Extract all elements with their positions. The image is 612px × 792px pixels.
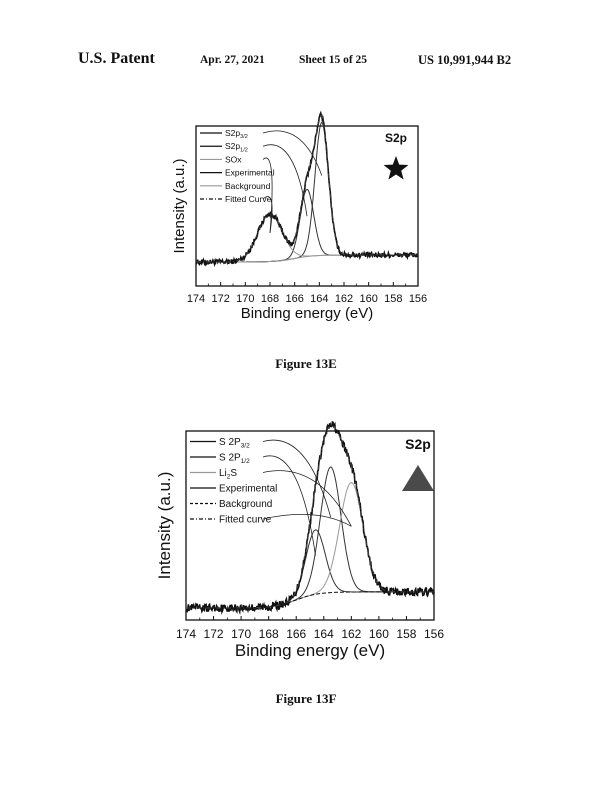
legend-entry-label: Li2S — [219, 468, 237, 481]
experimental-curve — [195, 110, 419, 268]
x-tick-label: 156 — [409, 293, 427, 305]
x-axis-label: Binding energy (eV) — [235, 641, 385, 660]
legend-entry-label: Experimental — [225, 168, 275, 178]
x-tick-label: 174 — [187, 293, 205, 305]
x-tick-label: 164 — [314, 627, 334, 641]
x-tick-label: 168 — [261, 293, 279, 305]
legend-entry-label: Background — [219, 499, 272, 510]
patent-date: Apr. 27, 2021 — [200, 54, 265, 66]
x-tick-label: 168 — [259, 627, 279, 641]
x-tick-label: 160 — [359, 293, 377, 305]
patent-label: U.S. Patent — [78, 50, 155, 67]
background-curve — [186, 591, 434, 609]
x-tick-label: 160 — [369, 627, 389, 641]
x-tick-label: 172 — [204, 627, 224, 641]
legend-entry-label: SOx — [225, 154, 242, 164]
annotation-arrow — [262, 130, 323, 176]
component-peak-curve — [186, 529, 434, 609]
legend-entry-label: Background — [225, 181, 271, 191]
legend-entry-label: S 2P3/2 — [219, 437, 250, 450]
component-peak-curve — [186, 466, 434, 609]
annotation-arrow — [262, 196, 273, 233]
x-tick-label: 162 — [335, 293, 353, 305]
experimental-curve — [185, 420, 435, 615]
component-peak-curve — [196, 188, 418, 263]
sheet-number: Sheet 15 of 25 — [299, 54, 368, 66]
peak-region-badge: S2p — [405, 436, 431, 452]
x-tick-label: 158 — [396, 627, 416, 641]
plot-frame — [195, 125, 419, 287]
legend-entry-label: S2p1/2 — [225, 141, 248, 153]
fitted-curve — [186, 424, 434, 609]
fitted-curve — [196, 114, 418, 263]
figure-caption-13e: Figure 13E — [275, 356, 337, 371]
component-peak-curve — [186, 482, 434, 609]
annotation-arrow — [262, 455, 316, 556]
component-peak-curve — [196, 213, 418, 263]
component-peak-curve — [196, 121, 418, 263]
x-tick-label: 158 — [384, 293, 402, 305]
legend-entry-label: Experimental — [219, 484, 277, 495]
x-tick-label: 170 — [236, 293, 254, 305]
x-tick-label: 156 — [424, 627, 444, 641]
y-axis-label: Intensity (a.u.) — [171, 158, 188, 253]
star-icon — [383, 156, 409, 180]
x-tick-label: 172 — [211, 293, 229, 305]
annotation-arrow — [262, 157, 273, 233]
background-curve — [196, 254, 418, 263]
annotation-arrow — [262, 439, 332, 518]
x-tick-label: 164 — [310, 293, 328, 305]
figure-caption-13f: Figure 13F — [275, 691, 337, 706]
x-tick-label: 166 — [285, 293, 303, 305]
triangle-icon — [402, 465, 434, 491]
x-tick-label: 174 — [176, 627, 196, 641]
annotation-arrow — [262, 514, 352, 527]
annotation-arrow — [262, 470, 352, 527]
legend-entry-label: Fitted Curve — [225, 194, 272, 204]
y-axis-label: Intensity (a.u.) — [155, 472, 174, 580]
patent-number: US 10,991,944 B2 — [418, 53, 512, 67]
legend-entry-label: S 2P1/2 — [219, 453, 250, 466]
peak-region-badge: S2p — [385, 131, 407, 145]
x-tick-label: 162 — [341, 627, 361, 641]
legend-entry-label: S2p3/2 — [225, 128, 248, 140]
legend-entry-label: Fitted curve — [219, 515, 272, 526]
x-tick-label: 170 — [231, 627, 251, 641]
xps-chart-13f: 174 172 170 168 166 164 162 160 158 156 Binding en… — [155, 420, 444, 660]
x-axis-label: Binding energy (eV) — [241, 305, 374, 322]
x-tick-label: 166 — [286, 627, 306, 641]
xps-chart-13e: 174 172 170 168 166 164 162 160 158 156 Binding en… — [171, 110, 427, 322]
plot-frame — [185, 430, 435, 621]
annotation-arrow — [262, 144, 308, 217]
